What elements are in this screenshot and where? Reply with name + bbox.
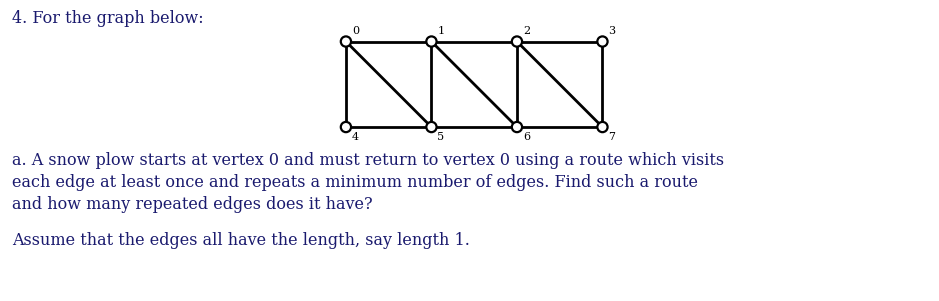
Text: 7: 7: [608, 132, 615, 142]
Circle shape: [341, 122, 351, 132]
Circle shape: [341, 36, 351, 47]
Circle shape: [512, 36, 522, 47]
Text: a. A snow plow starts at vertex 0 and must return to vertex 0 using a route whic: a. A snow plow starts at vertex 0 and mu…: [12, 152, 724, 169]
Text: 6: 6: [523, 132, 530, 142]
Circle shape: [597, 36, 608, 47]
Text: 2: 2: [523, 26, 530, 36]
Text: 0: 0: [352, 26, 359, 36]
Text: 3: 3: [608, 26, 616, 36]
Text: each edge at least once and repeats a minimum number of edges. Find such a route: each edge at least once and repeats a mi…: [12, 174, 698, 191]
Text: 4: 4: [352, 132, 359, 142]
Text: and how many repeated edges does it have?: and how many repeated edges does it have…: [12, 196, 373, 213]
Text: Assume that the edges all have the length, say length 1.: Assume that the edges all have the lengt…: [12, 232, 470, 249]
Text: 5: 5: [438, 132, 444, 142]
Circle shape: [426, 36, 437, 47]
Text: 4. For the graph below:: 4. For the graph below:: [12, 10, 204, 27]
Text: 1: 1: [438, 26, 444, 36]
Circle shape: [512, 122, 522, 132]
Circle shape: [597, 122, 608, 132]
Circle shape: [426, 122, 437, 132]
